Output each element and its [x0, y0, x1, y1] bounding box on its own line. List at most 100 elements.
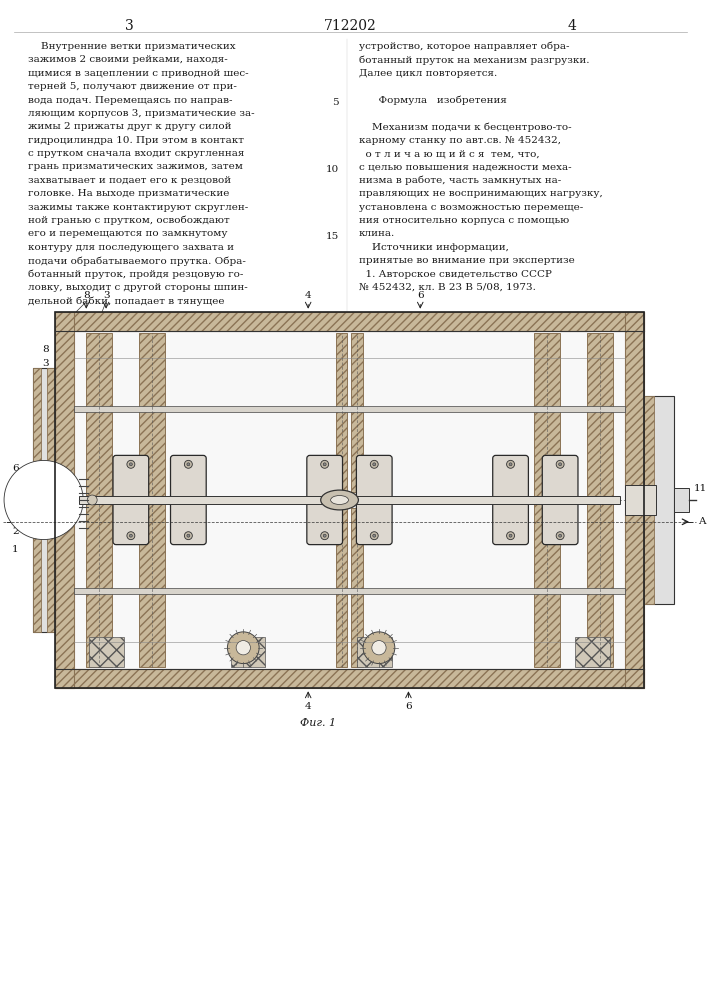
Text: 3: 3: [42, 359, 49, 368]
Text: устройство, которое направляет обра-: устройство, которое направляет обра-: [359, 42, 569, 51]
Bar: [624, 312, 644, 688]
Text: A: A: [11, 517, 19, 526]
Text: № 452432, кл. В 23 В 5/08, 1973.: № 452432, кл. В 23 В 5/08, 1973.: [359, 283, 536, 292]
Circle shape: [236, 641, 250, 655]
Bar: [674, 488, 689, 512]
Text: 6: 6: [12, 464, 19, 473]
Bar: [644, 396, 674, 604]
FancyBboxPatch shape: [493, 501, 528, 545]
Bar: [79, 496, 619, 504]
Text: 1: 1: [12, 545, 19, 554]
Text: 4: 4: [305, 702, 312, 711]
Bar: [357, 637, 392, 667]
FancyBboxPatch shape: [307, 501, 342, 545]
Text: 712202: 712202: [324, 19, 377, 33]
Circle shape: [185, 460, 192, 468]
Text: грань призматических зажимов, затем: грань призматических зажимов, затем: [28, 162, 243, 171]
Text: 3: 3: [103, 291, 110, 300]
FancyBboxPatch shape: [356, 501, 392, 545]
Bar: [74, 588, 624, 594]
Text: ботанный пруток, пройдя резцовую го-: ботанный пруток, пройдя резцовую го-: [28, 270, 243, 279]
Text: контуру для последующего захвата и: контуру для последующего захвата и: [28, 243, 234, 252]
Circle shape: [507, 532, 515, 540]
FancyBboxPatch shape: [542, 501, 578, 545]
Text: клина.: клина.: [359, 229, 395, 238]
FancyBboxPatch shape: [542, 455, 578, 499]
Text: дельной бабки, попадает в тянущее: дельной бабки, попадает в тянущее: [28, 296, 224, 306]
Ellipse shape: [331, 496, 349, 504]
Text: о т л и ч а ю щ и й с я  тем, что,: о т л и ч а ю щ и й с я тем, что,: [359, 149, 539, 158]
Text: 5: 5: [12, 482, 19, 491]
Text: 15: 15: [326, 232, 339, 241]
Text: карному станку по авт.св. № 452432,: карному станку по авт.св. № 452432,: [359, 136, 561, 145]
Bar: [89, 637, 124, 667]
Circle shape: [129, 534, 132, 537]
Text: низма в работе, часть замкнутых на-: низма в работе, часть замкнутых на-: [359, 176, 561, 185]
FancyBboxPatch shape: [170, 455, 206, 499]
Circle shape: [185, 532, 192, 540]
Text: 3: 3: [124, 19, 133, 33]
Text: Далее цикл повторяется.: Далее цикл повторяется.: [359, 69, 497, 78]
Text: Фиг. 1: Фиг. 1: [300, 718, 336, 728]
Bar: [534, 333, 560, 667]
Circle shape: [373, 534, 375, 537]
Circle shape: [4, 460, 83, 540]
Circle shape: [323, 463, 326, 466]
Bar: [575, 637, 609, 667]
Circle shape: [509, 463, 512, 466]
Text: ния относительно корпуса с помощью: ния относительно корпуса с помощью: [359, 216, 569, 225]
Circle shape: [321, 532, 329, 540]
Text: подачи обрабатываемого прутка. Обра-: подачи обрабатываемого прутка. Обра-: [28, 256, 245, 266]
Circle shape: [363, 632, 395, 664]
Bar: [54, 312, 74, 688]
Circle shape: [370, 460, 378, 468]
Bar: [624, 485, 656, 515]
Bar: [54, 669, 644, 688]
Text: Формула   изобретения: Формула изобретения: [359, 96, 507, 105]
Bar: [54, 312, 644, 331]
Text: правляющих не воспринимающих нагрузку,: правляющих не воспринимающих нагрузку,: [359, 189, 602, 198]
Ellipse shape: [321, 490, 358, 510]
Text: 2: 2: [12, 527, 19, 536]
Circle shape: [507, 460, 515, 468]
Bar: [74, 406, 624, 412]
Bar: [587, 333, 613, 667]
Text: 4: 4: [568, 19, 576, 33]
Circle shape: [559, 534, 561, 537]
Text: терней 5, получают движение от при-: терней 5, получают движение от при-: [28, 82, 237, 91]
Text: гидроцилиндра 10. При этом в контакт: гидроцилиндра 10. При этом в контакт: [28, 136, 244, 145]
Bar: [54, 312, 644, 688]
Circle shape: [323, 534, 326, 537]
Circle shape: [87, 495, 97, 505]
FancyBboxPatch shape: [113, 501, 148, 545]
Circle shape: [129, 463, 132, 466]
Text: 8: 8: [83, 291, 90, 300]
Text: ляющим корпусов 3, призматические за-: ляющим корпусов 3, призматические за-: [28, 109, 255, 118]
Text: щимися в зацеплении с приводной шес-: щимися в зацеплении с приводной шес-: [28, 69, 248, 78]
Text: зажимов 2 своими рейками, находя-: зажимов 2 своими рейками, находя-: [28, 55, 228, 64]
Text: 5: 5: [332, 98, 339, 107]
Text: 4: 4: [305, 291, 312, 300]
Text: A: A: [698, 517, 706, 526]
Text: с целью повышения надежности меха-: с целью повышения надежности меха-: [359, 162, 571, 171]
Text: Источники информации,: Источники информации,: [359, 243, 509, 252]
Circle shape: [321, 460, 329, 468]
Circle shape: [228, 632, 259, 664]
Bar: [336, 333, 347, 492]
Text: его и перемещаются по замкнутому: его и перемещаются по замкнутому: [28, 229, 227, 238]
Bar: [336, 508, 347, 667]
Text: зажимы также контактируют скруглен-: зажимы также контактируют скруглен-: [28, 203, 248, 212]
Circle shape: [556, 532, 564, 540]
Circle shape: [127, 532, 135, 540]
Circle shape: [370, 532, 378, 540]
Bar: [644, 396, 654, 604]
Text: головке. На выходе призматические: головке. На выходе призматические: [28, 189, 229, 198]
Text: ботанный пруток на механизм разгрузки.: ботанный пруток на механизм разгрузки.: [359, 55, 590, 65]
Bar: [47, 368, 54, 632]
Text: 11: 11: [694, 484, 707, 493]
Text: 10: 10: [326, 165, 339, 174]
Bar: [351, 508, 363, 667]
Text: 6: 6: [417, 291, 423, 300]
Text: 8: 8: [42, 345, 49, 354]
Text: принятые во внимание при экспертизе: принятые во внимание при экспертизе: [359, 256, 575, 265]
